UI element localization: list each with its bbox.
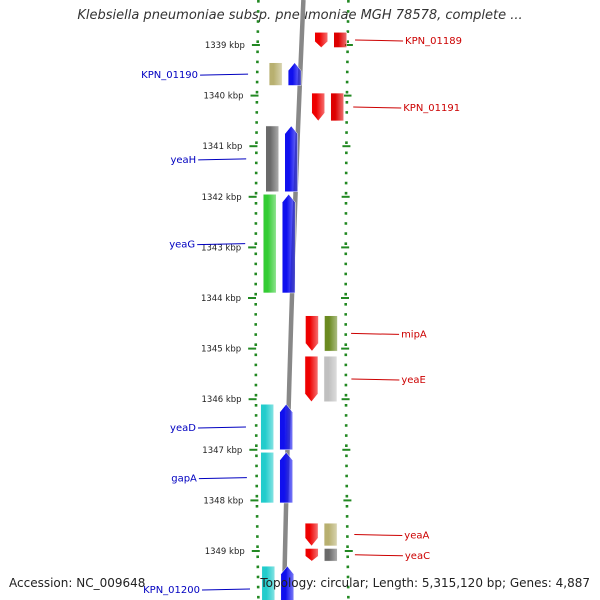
gene-leader-line	[197, 243, 246, 246]
gene-leader-line	[200, 73, 249, 76]
gene-arrow-KPN_01191[interactable]	[311, 92, 325, 122]
gene-arrow-KPN_01189[interactable]	[314, 32, 328, 48]
gene-arrow-yeaD[interactable]	[279, 403, 293, 451]
gene-arrow-yeaG[interactable]	[281, 193, 296, 294]
gene-cog-block-yeaG[interactable]	[262, 194, 277, 294]
gene-leader-line	[355, 39, 404, 42]
gene-label-yeaG[interactable]: yeaG	[169, 240, 195, 251]
gene-arrow-mipA[interactable]	[305, 315, 319, 352]
gene-arrow-yeaE[interactable]	[304, 355, 319, 403]
gene-leader-line	[197, 426, 246, 429]
ruler-layer	[248, 0, 353, 600]
gene-label-KPN_01190[interactable]: KPN_01190	[141, 70, 198, 81]
gene-label-gapA[interactable]: gapA	[171, 474, 197, 485]
gene-label-yeaD[interactable]: yeaD	[170, 423, 196, 434]
gene-cog-block-mipA[interactable]	[324, 315, 338, 352]
ruler-tick-label: 1343 kbp	[201, 243, 241, 253]
map-title: Klebsiella pneumoniae subsp. pneumoniae …	[77, 8, 523, 23]
gene-label-yeaH[interactable]: yeaH	[170, 155, 196, 166]
ruler-tick-label: 1346 kbp	[202, 395, 242, 405]
gene-arrow-yeaH[interactable]	[284, 125, 298, 192]
gene-leader-line	[351, 332, 400, 335]
gene-cog-block-KPN_01191[interactable]	[330, 92, 344, 122]
ruler-tick-label: 1341 kbp	[202, 142, 242, 152]
backbone-layer	[281, 0, 306, 600]
gene-label-yeaA[interactable]: yeaA	[404, 531, 429, 542]
gene-arrow-KPN_01200[interactable]	[280, 565, 295, 600]
gene-cog-block-KPN_01200[interactable]	[261, 565, 276, 600]
gene-leader-line	[353, 106, 402, 109]
gene-label-KPN_01191[interactable]: KPN_01191	[403, 103, 460, 114]
left-ruler-track	[254, 0, 260, 600]
ruler-tick-label: 1349 kbp	[205, 547, 245, 557]
gene-cog-block-yeaC[interactable]	[324, 548, 338, 562]
gene-cog-block-yeaD[interactable]	[260, 404, 274, 451]
ruler-tick-label: 1344 kbp	[201, 294, 241, 304]
gene-label-yeaC[interactable]: yeaC	[405, 551, 430, 562]
accession-text: Accession: NC_009648	[9, 576, 146, 590]
gene-label-KPN_01200[interactable]: KPN_01200	[143, 585, 200, 596]
gene-arrow-yeaC[interactable]	[305, 548, 319, 562]
ruler-tick-label: 1340 kbp	[203, 92, 243, 102]
gene-arrow-gapA[interactable]	[279, 451, 293, 504]
gene-cog-block-yeaA[interactable]	[323, 522, 338, 547]
gene-cog-block-yeaH[interactable]	[265, 125, 279, 192]
genome-backbone	[281, 0, 306, 600]
gene-leader-line	[354, 554, 403, 557]
gene-arrow-yeaA[interactable]	[304, 522, 319, 547]
ruler-tick-label: 1342 kbp	[202, 193, 242, 203]
gene-leader-line	[201, 588, 251, 591]
gene-leader-line	[351, 378, 400, 381]
gene-cog-block-yeaE[interactable]	[323, 355, 338, 402]
ruler-tick-label: 1348 kbp	[203, 496, 243, 506]
gene-label-yeaE[interactable]: yeaE	[401, 375, 426, 386]
gene-label-KPN_01189[interactable]: KPN_01189	[405, 36, 462, 47]
right-ruler-track	[344, 0, 350, 600]
gene-cog-block-gapA[interactable]	[260, 452, 274, 504]
ruler-tick-label: 1339 kbp	[205, 41, 245, 51]
gene-label-mipA[interactable]: mipA	[401, 329, 427, 340]
gene-leader-line	[354, 534, 403, 537]
gene-cog-block-KPN_01190[interactable]	[268, 62, 283, 86]
gene-layer	[260, 32, 347, 600]
gene-arrow-KPN_01190[interactable]	[287, 62, 302, 86]
ruler-tick-label: 1345 kbp	[201, 345, 241, 355]
gene-leader-line	[198, 158, 247, 161]
gene-cog-block-KPN_01189[interactable]	[333, 32, 347, 48]
topology-text: Topology: circular; Length: 5,315,120 bp…	[260, 576, 590, 590]
ruler-tick-label: 1347 kbp	[202, 446, 242, 456]
label-layer: 1339 kbp 1340 kbp 1341 kbp 1342 kbp 1343 kbp…	[141, 36, 462, 596]
gene-leader-line	[198, 477, 247, 480]
